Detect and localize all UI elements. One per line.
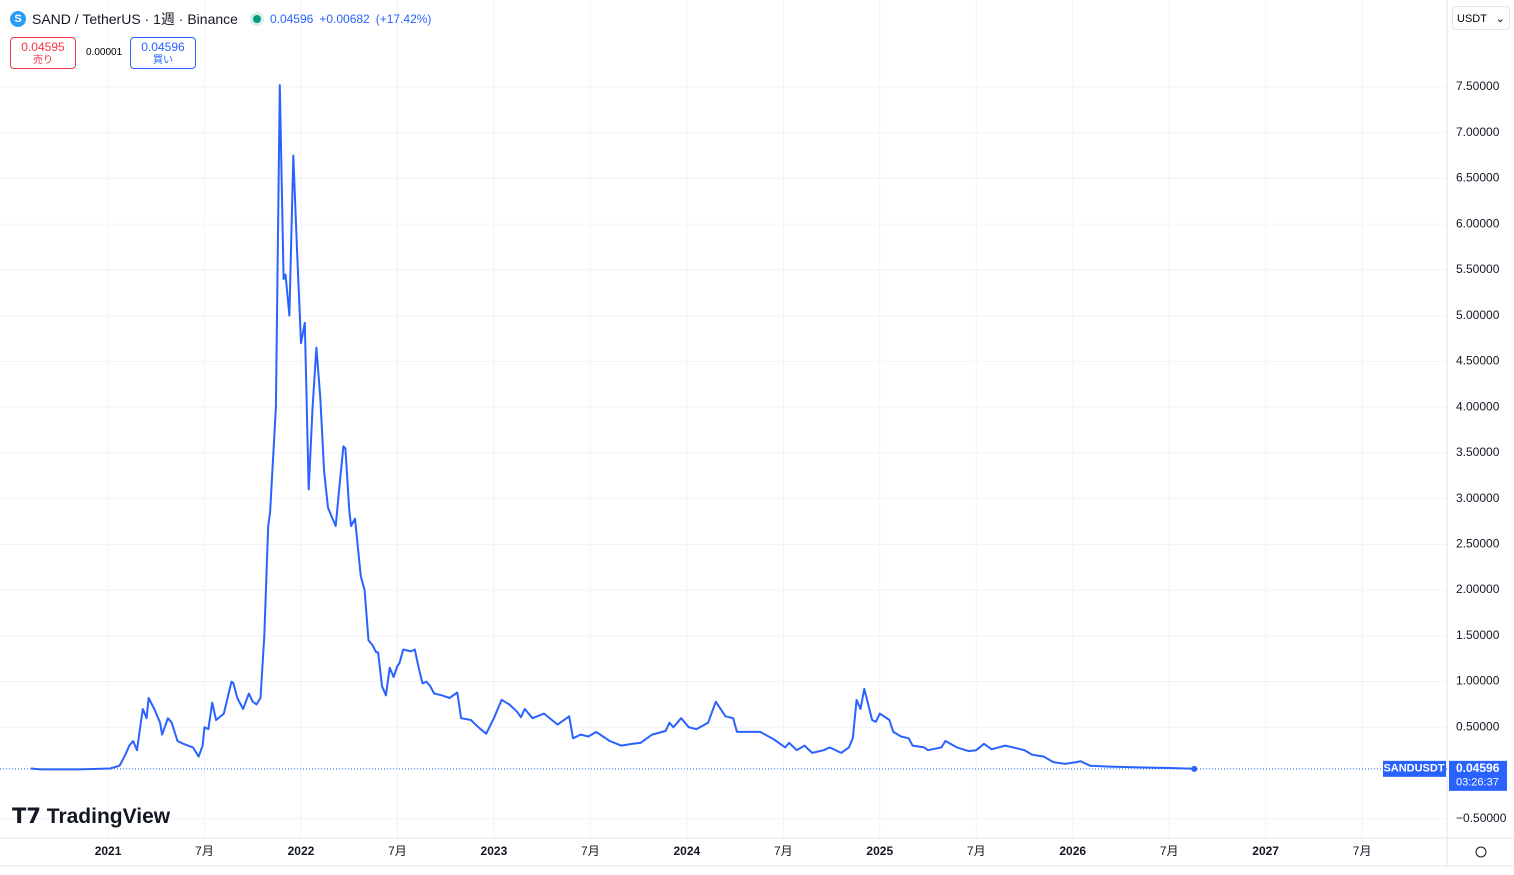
x-tick-label: 2023 xyxy=(481,844,508,858)
x-tick-label: 2026 xyxy=(1059,844,1086,858)
x-tick-label: 7月 xyxy=(581,844,600,858)
buy-price: 0.04596 xyxy=(141,40,185,54)
price: 0.04596 xyxy=(269,12,314,26)
settings-icon[interactable] xyxy=(1475,846,1487,858)
price-line xyxy=(30,84,1195,771)
x-tick-label: 2025 xyxy=(866,844,893,858)
buy-label: 買い xyxy=(153,55,173,66)
symbol-logo: S xyxy=(10,11,26,27)
countdown-label: 03:26:37 xyxy=(1456,777,1499,789)
currency-select[interactable]: USDT ⌄ xyxy=(1452,6,1510,30)
spread: 0.00001 xyxy=(86,47,123,58)
legend: S SAND / TetherUS · 1週 · Binance 0.04596… xyxy=(10,9,431,29)
y-tick-label: 4.50000 xyxy=(1456,354,1500,368)
y-tick-label: 0.50000 xyxy=(1456,719,1500,733)
x-tick-label: 7月 xyxy=(774,844,793,858)
y-tick-label: 1.50000 xyxy=(1456,628,1500,642)
x-tick-label: 2021 xyxy=(95,844,122,858)
price-tag-label: 0.04596 xyxy=(1456,761,1500,775)
sell-price: 0.04595 xyxy=(21,40,65,54)
symbol-tag xyxy=(1383,760,1446,777)
x-tick-label: 7月 xyxy=(1160,844,1179,858)
change-pct: (+17.42%) xyxy=(375,12,432,26)
sell-label: 売り xyxy=(33,55,53,66)
y-tick-label: 3.00000 xyxy=(1456,491,1500,505)
y-tick-label: 7.00000 xyxy=(1456,125,1500,139)
y-tick-label: 2.00000 xyxy=(1456,582,1500,596)
change: +0.00682 xyxy=(319,12,370,26)
price-tag xyxy=(1449,760,1507,791)
y-tick-label: 2.50000 xyxy=(1456,537,1500,551)
currency: USDT xyxy=(1457,13,1487,25)
brand-logo: 𝗧𝟳 TradingView xyxy=(12,805,171,828)
y-tick-label: 6.00000 xyxy=(1456,216,1500,230)
symbol-tag-label: SANDUSDT xyxy=(1383,763,1444,775)
y-tick-label: 6.50000 xyxy=(1456,171,1500,185)
x-tick-label: 2022 xyxy=(288,844,315,858)
sell-button[interactable]: 0.04595 売り xyxy=(10,37,76,69)
y-tick-label: 4.00000 xyxy=(1456,399,1500,413)
x-tick-label: 2024 xyxy=(673,844,700,858)
status-dot xyxy=(249,12,264,26)
symbol: SAND / TetherUS · 1週 · Binance xyxy=(32,11,238,27)
x-tick-label: 7月 xyxy=(1353,844,1372,858)
y-tick-label: 5.50000 xyxy=(1456,262,1500,276)
y-tick-label: 5.00000 xyxy=(1456,308,1500,322)
x-tick-label: 7月 xyxy=(195,844,214,858)
y-tick-label: 3.50000 xyxy=(1456,445,1500,459)
y-tick-label: 1.00000 xyxy=(1456,674,1500,688)
y-tick-label: −0.50000 xyxy=(1456,811,1507,825)
x-tick-label: 2027 xyxy=(1252,844,1279,858)
x-tick-label: 7月 xyxy=(967,844,986,858)
buy-button[interactable]: 0.04596 買い xyxy=(130,37,196,69)
brand: TradingView xyxy=(46,805,171,828)
last-point xyxy=(1191,765,1198,772)
x-tick-label: 7月 xyxy=(388,844,407,858)
y-tick-label: 7.50000 xyxy=(1456,79,1500,93)
